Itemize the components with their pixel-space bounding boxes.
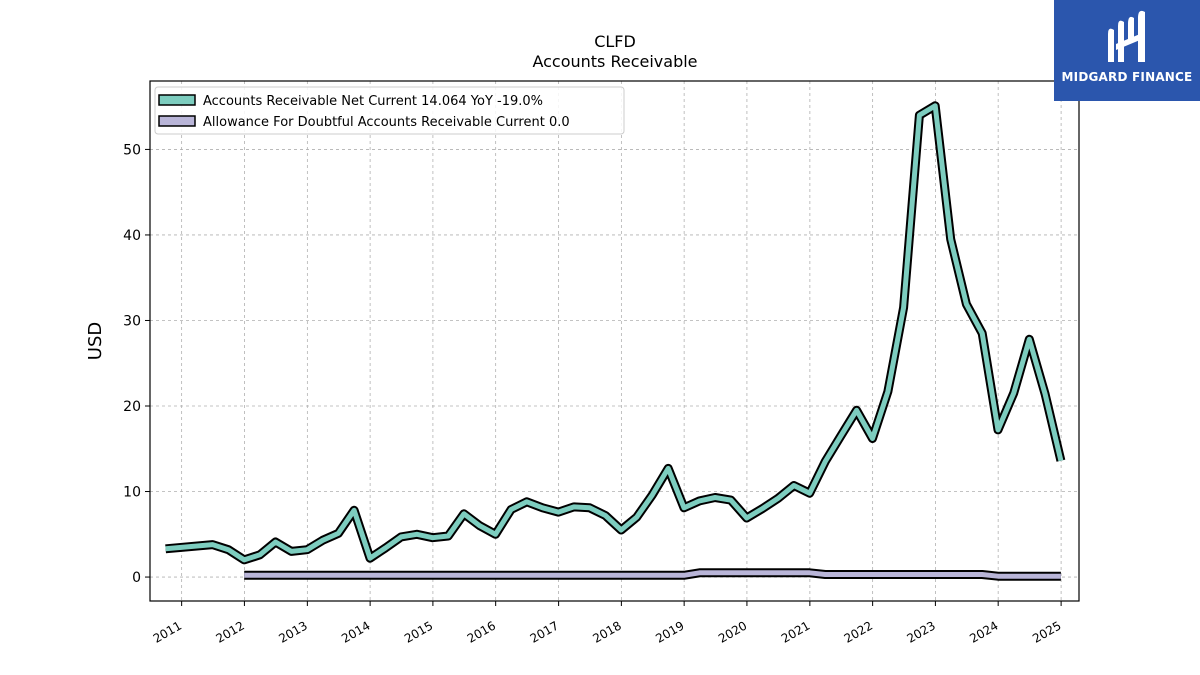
legend-swatch-2 — [158, 115, 196, 127]
x-tick-label: 2014 — [339, 618, 372, 645]
x-tick-label: 2021 — [779, 618, 812, 645]
brand-name: MIDGARD FINANCE — [1061, 70, 1193, 84]
x-tick-label: 2020 — [716, 618, 749, 645]
x-tick-label: 2012 — [213, 618, 246, 645]
x-tick-label: 2025 — [1030, 618, 1063, 645]
y-axis-label: USD — [85, 322, 106, 360]
x-tick-label: 2017 — [528, 618, 561, 645]
x-tick-label: 2022 — [842, 618, 875, 645]
plot-series — [165, 101, 1066, 581]
x-tick-label: 2015 — [402, 618, 435, 645]
legend: Accounts Receivable Net Current 14.064 Y… — [154, 86, 625, 135]
legend-swatch-1 — [158, 94, 196, 106]
plot-frame — [149, 80, 1080, 602]
series-line-1 — [165, 103, 1064, 563]
x-tick-label: 2019 — [653, 618, 686, 645]
y-tick-label: 30 — [123, 313, 141, 329]
brand-logo: MIDGARD FINANCE — [1054, 0, 1200, 101]
midgard-logo-icon — [1108, 10, 1145, 63]
x-tick-label: 2018 — [590, 618, 623, 645]
legend-label-1: Accounts Receivable Net Current 14.064 Y… — [203, 94, 543, 109]
y-tick-label: 50 — [123, 142, 141, 158]
legend-box — [154, 86, 625, 135]
x-tick-label: 2013 — [276, 618, 309, 645]
x-tick-label: 2011 — [151, 618, 184, 645]
y-tick-label: 20 — [123, 399, 141, 415]
y-tick-label: 0 — [132, 570, 141, 586]
chart-title: CLFD — [594, 32, 636, 51]
x-tick-label: 2016 — [465, 618, 498, 645]
y-tick-label: 10 — [123, 485, 141, 501]
y-tick-label: 40 — [123, 228, 141, 244]
x-tick-label: 2023 — [904, 618, 937, 645]
series-line-2 — [244, 570, 1061, 579]
x-tick-label: 2024 — [967, 618, 1000, 645]
chart-subtitle: Accounts Receivable — [532, 52, 697, 71]
legend-label-2: Allowance For Doubtful Accounts Receivab… — [203, 115, 570, 130]
